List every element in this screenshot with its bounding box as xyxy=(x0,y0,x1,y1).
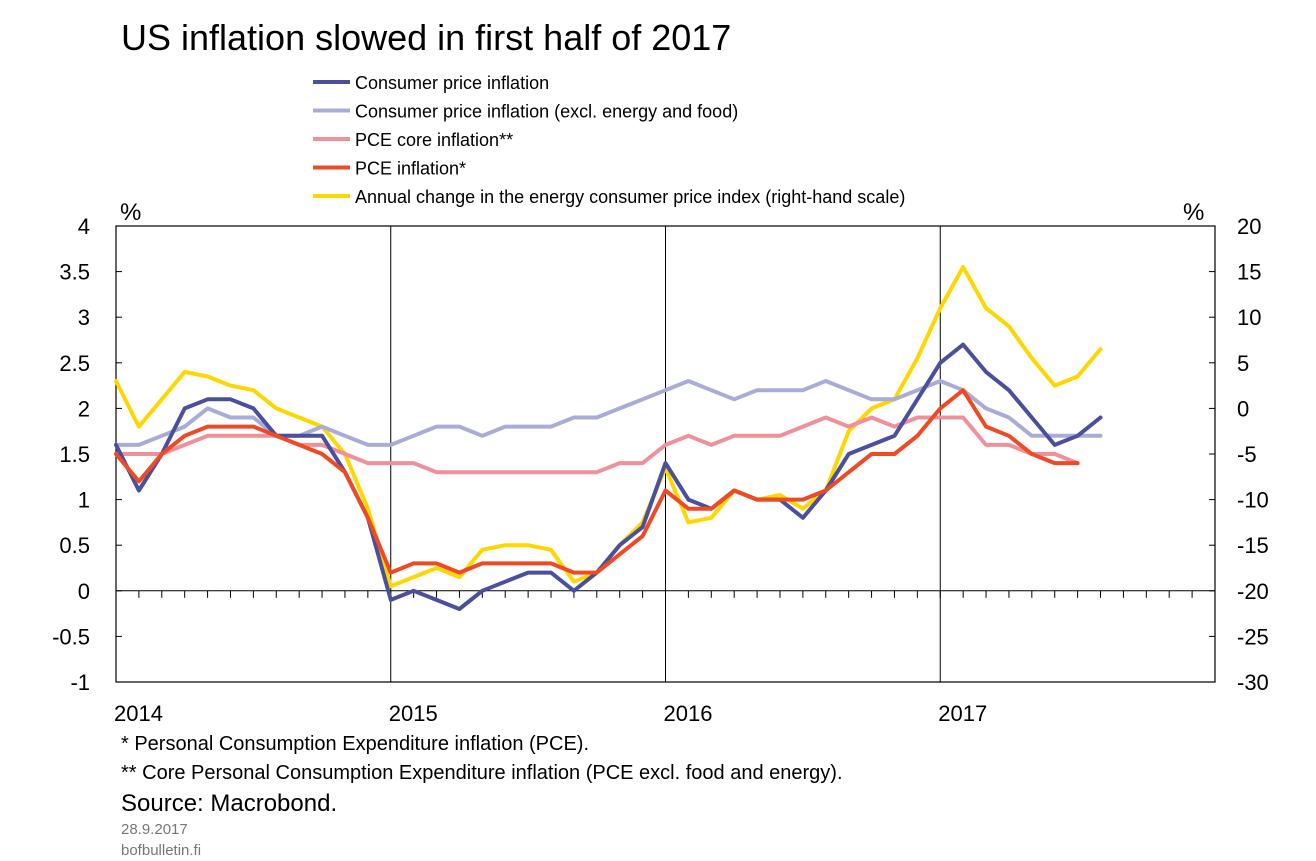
left-tick-label: 2.5 xyxy=(59,351,90,376)
right-tick-label: -10 xyxy=(1237,488,1269,513)
publication-date: 28.9.2017 xyxy=(121,821,188,838)
left-tick-label: 4 xyxy=(78,214,90,239)
chart-title: US inflation slowed in first half of 201… xyxy=(121,17,731,58)
right-tick-label: -5 xyxy=(1237,442,1257,467)
left-tick-label: 2 xyxy=(78,396,90,421)
legend-label: PCE inflation* xyxy=(355,159,466,179)
series-line xyxy=(114,415,1080,475)
legend: Consumer price inflation Consumer price i… xyxy=(313,73,905,207)
year-gridlines xyxy=(390,226,941,682)
legend-label: Consumer price inflation (excl. energy a… xyxy=(355,102,738,122)
x-tick-label: 2014 xyxy=(114,701,163,726)
left-tick-label: 1.5 xyxy=(59,442,90,467)
series-lines xyxy=(114,265,1103,611)
right-tick-label: 15 xyxy=(1237,260,1261,285)
month-ticks xyxy=(115,590,1216,598)
series-line xyxy=(114,388,1080,575)
right-tick-label: 5 xyxy=(1237,351,1249,376)
x-tick-label: 2015 xyxy=(389,701,438,726)
right-tick-label: -15 xyxy=(1237,533,1269,558)
footnote-pce: * Personal Consumption Expenditure infla… xyxy=(121,733,589,755)
legend-label: Consumer price inflation xyxy=(355,73,549,93)
right-tick-label: -25 xyxy=(1237,624,1269,649)
left-tick-label: 3.5 xyxy=(59,260,90,285)
x-axis: 2014 2015 2016 2017 xyxy=(114,701,987,726)
left-tick-label: 3 xyxy=(78,305,90,330)
left-tick-label: 0 xyxy=(78,579,90,604)
x-tick-label: 2016 xyxy=(664,701,713,726)
footnote-pce-core: ** Core Personal Consumption Expenditure… xyxy=(121,762,843,784)
right-tick-label: 10 xyxy=(1237,305,1261,330)
right-axis: 20 15 10 5 0 -5 -10 -15 -20 -25 -30 xyxy=(1209,214,1269,695)
left-axis: 4 3.5 3 2.5 2 1.5 1 0.5 0 -0.5 -1 xyxy=(52,214,122,695)
right-axis-unit: % xyxy=(1183,199,1204,226)
right-tick-label: -20 xyxy=(1237,579,1269,604)
right-tick-label: 0 xyxy=(1237,396,1249,421)
site-name: bofbulletin.fi xyxy=(121,842,201,859)
left-tick-label: 1 xyxy=(78,488,90,513)
source-note: Source: Macrobond. xyxy=(121,790,337,817)
x-tick-label: 2017 xyxy=(938,701,987,726)
left-tick-label: -1 xyxy=(70,670,90,695)
right-tick-label: -30 xyxy=(1237,670,1269,695)
left-tick-label: 0.5 xyxy=(59,533,90,558)
right-tick-label: 20 xyxy=(1237,214,1261,239)
left-axis-unit: % xyxy=(120,199,141,226)
legend-label: Annual change in the energy consumer pri… xyxy=(355,187,905,207)
left-tick-label: -0.5 xyxy=(52,624,90,649)
legend-label: PCE core inflation** xyxy=(355,130,513,150)
